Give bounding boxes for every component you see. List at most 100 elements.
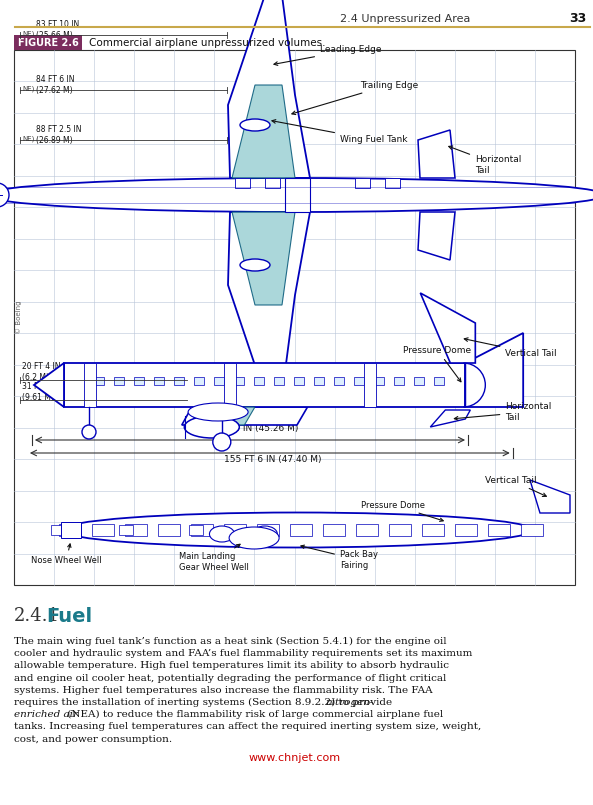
Text: allowable temperature. High fuel temperatures limit its ability to absorb hydrau: allowable temperature. High fuel tempera…	[14, 662, 449, 671]
Bar	[414, 377, 424, 385]
Text: cost, and power consumption.: cost, and power consumption.	[14, 735, 172, 744]
Text: enriched air: enriched air	[14, 710, 78, 719]
Bar	[274, 377, 284, 385]
Text: NE): NE)	[22, 86, 34, 93]
Polygon shape	[232, 85, 295, 178]
Polygon shape	[228, 212, 310, 410]
Bar	[64, 363, 466, 407]
Ellipse shape	[0, 178, 593, 212]
Polygon shape	[182, 407, 308, 425]
Text: Fuel: Fuel	[46, 607, 92, 626]
FancyBboxPatch shape	[14, 35, 82, 50]
Text: 31 FT 6.5 IN
(9.61 M): 31 FT 6.5 IN (9.61 M)	[22, 382, 68, 402]
Text: Nose Wheel Well: Nose Wheel Well	[31, 544, 101, 564]
Text: Pack Bay
Fairing: Pack Bay Fairing	[301, 545, 378, 570]
Ellipse shape	[188, 403, 248, 421]
Polygon shape	[418, 212, 455, 260]
Bar	[154, 377, 164, 385]
Text: 148 FT 6 IN (45.26 M): 148 FT 6 IN (45.26 M)	[201, 424, 299, 433]
Bar	[94, 377, 104, 385]
Bar	[488, 524, 510, 536]
Bar	[158, 524, 180, 536]
Text: Vertical Tail: Vertical Tail	[485, 476, 546, 497]
Bar	[356, 524, 378, 536]
Text: 2.4 Unpressurized Area: 2.4 Unpressurized Area	[340, 14, 470, 24]
Text: NE): NE)	[22, 31, 34, 37]
Ellipse shape	[229, 527, 279, 549]
Text: Horizontal
Tail: Horizontal Tail	[449, 146, 521, 175]
Text: Vertical Tail: Vertical Tail	[464, 338, 557, 357]
Bar	[389, 524, 411, 536]
Bar	[290, 524, 312, 536]
Bar	[92, 524, 114, 536]
Polygon shape	[466, 333, 523, 407]
Bar	[354, 377, 364, 385]
Bar	[422, 524, 444, 536]
Polygon shape	[431, 410, 470, 427]
Bar	[84, 363, 96, 407]
Bar	[119, 525, 133, 535]
Bar	[323, 524, 345, 536]
Polygon shape	[530, 480, 570, 513]
Bar	[224, 524, 246, 536]
Text: Main Landing
Gear Wheel Well: Main Landing Gear Wheel Well	[179, 544, 249, 572]
Text: Leading Edge: Leading Edge	[274, 46, 381, 65]
Bar	[125, 524, 147, 536]
Bar	[314, 377, 324, 385]
Bar	[394, 377, 404, 385]
Text: 88 FT 2.5 IN
(26.89 M): 88 FT 2.5 IN (26.89 M)	[36, 126, 81, 145]
Bar	[521, 524, 543, 536]
Bar	[134, 377, 144, 385]
Polygon shape	[192, 407, 255, 425]
Text: The main wing fuel tank’s function as a heat sink (Section 5.4.1) for the engine: The main wing fuel tank’s function as a …	[14, 637, 447, 646]
Text: www.chnjet.com: www.chnjet.com	[248, 753, 340, 763]
Text: Wing Fuel Tank: Wing Fuel Tank	[272, 120, 407, 145]
Ellipse shape	[240, 119, 270, 131]
Polygon shape	[228, 0, 310, 178]
Text: nitrogen-: nitrogen-	[325, 698, 374, 707]
Text: 20 FT 4 IN
(6.2 M): 20 FT 4 IN (6.2 M)	[22, 362, 60, 382]
Text: © Boeing: © Boeing	[15, 301, 23, 334]
Bar	[224, 363, 236, 407]
Text: 84 FT 6 IN
(27.62 M): 84 FT 6 IN (27.62 M)	[36, 76, 75, 95]
Ellipse shape	[61, 513, 533, 547]
Text: Horizontal
Tail: Horizontal Tail	[454, 402, 551, 422]
Bar	[285, 178, 310, 212]
Text: 83 FT 10 IN
(25.66 M): 83 FT 10 IN (25.66 M)	[36, 20, 79, 39]
Bar	[189, 525, 203, 535]
Bar	[434, 377, 444, 385]
Text: systems. Higher fuel temperatures also increase the flammability risk. The FAA: systems. Higher fuel temperatures also i…	[14, 686, 433, 695]
Text: FIGURE 2.6: FIGURE 2.6	[18, 38, 78, 47]
Text: cooler and hydraulic system and FAA’s fuel flammability requirements set its max: cooler and hydraulic system and FAA’s fu…	[14, 649, 473, 658]
Text: Pressure Dome: Pressure Dome	[361, 501, 443, 522]
Bar	[355, 178, 370, 188]
Ellipse shape	[253, 526, 278, 542]
Polygon shape	[232, 212, 295, 305]
Bar	[61, 522, 81, 538]
Bar	[364, 363, 376, 407]
Bar	[174, 377, 184, 385]
Bar	[194, 377, 204, 385]
Text: (NEA) to reduce the flammability risk of large commercial airplane fuel: (NEA) to reduce the flammability risk of…	[64, 710, 443, 720]
Bar	[334, 377, 344, 385]
Ellipse shape	[240, 259, 270, 271]
Bar	[234, 377, 244, 385]
Bar	[235, 178, 250, 188]
Text: and engine oil cooler heat, potentially degrading the performance of flight crit: and engine oil cooler heat, potentially …	[14, 674, 447, 683]
Bar	[59, 524, 81, 536]
Ellipse shape	[209, 526, 234, 542]
Ellipse shape	[82, 425, 96, 439]
Bar	[257, 524, 279, 536]
Bar	[14, 50, 575, 585]
Text: Trailing Edge: Trailing Edge	[292, 80, 418, 114]
Text: 33: 33	[569, 13, 586, 26]
Bar	[294, 377, 304, 385]
Text: Pressure Dome: Pressure Dome	[403, 345, 471, 382]
Polygon shape	[418, 130, 455, 178]
Text: NE): NE)	[22, 136, 34, 142]
Bar	[455, 524, 477, 536]
Bar	[191, 524, 213, 536]
Ellipse shape	[0, 183, 9, 207]
Text: 2.4.1: 2.4.1	[14, 607, 60, 625]
Ellipse shape	[184, 416, 240, 438]
